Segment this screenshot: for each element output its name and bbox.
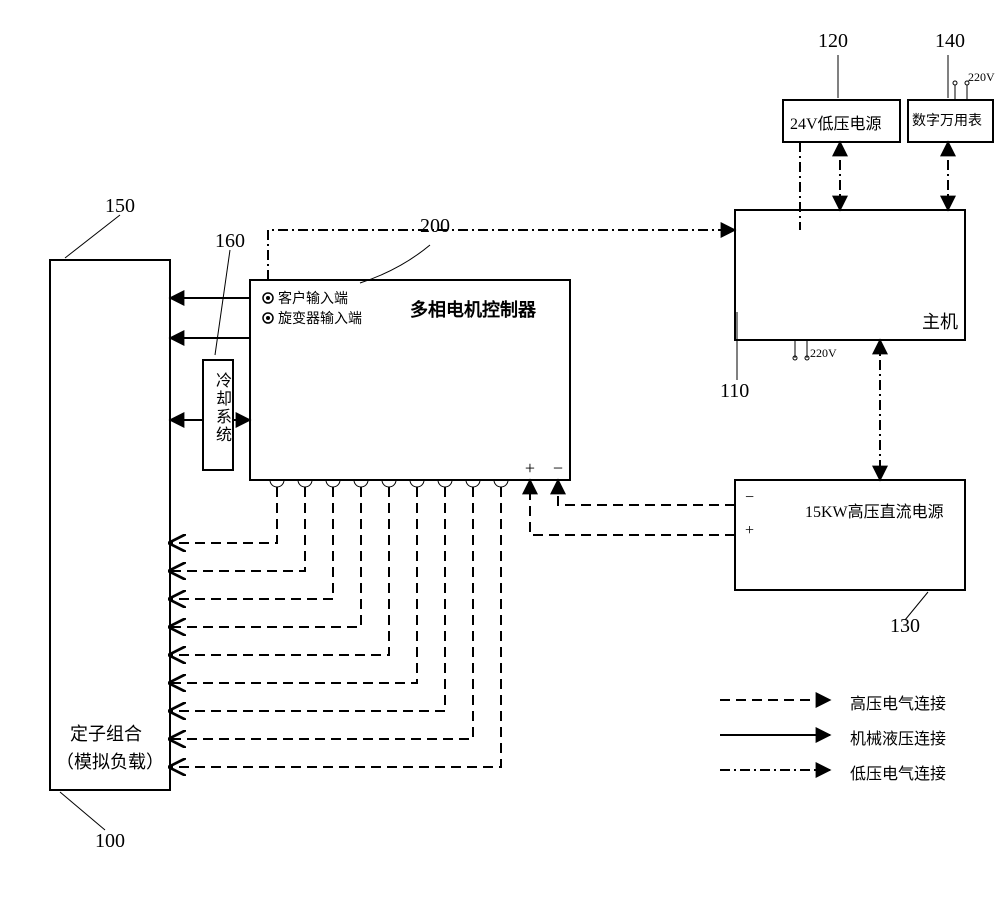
hvps-label: 15KW高压直流电源 [805,498,944,522]
ref-110: 110 [720,380,749,403]
host-label: 主机 [922,308,958,334]
dmm-plug-label: 220V [968,70,995,85]
hv-plus-line [530,480,735,535]
phase-lines [170,487,501,767]
controller-label: 多相电机控制器 [410,296,536,322]
dmm-plug [953,81,969,100]
stator-load-block [50,260,170,790]
ref-100: 100 [95,830,125,853]
stator-label-2: （模拟负载） [56,748,164,774]
legend [720,700,830,770]
ref-120: 120 [818,30,848,53]
stator-label-1: 定子组合 [70,720,142,746]
ref-160: 160 [215,230,245,253]
host-plug [793,340,809,360]
host-plug-label: 220V [810,346,837,361]
hv-minus-line [558,480,735,505]
lvps-label: 24V低压电源 [790,110,882,134]
legend-hv: 高压电气连接 [850,690,946,714]
legend-mech: 机械液压连接 [850,725,946,749]
dmm-label: 数字万用表 [912,110,982,130]
hvps-block [735,480,965,590]
controller-host-link [268,230,735,280]
controller-sub1: 客户输入端 [278,288,348,308]
svg-text:−: − [745,489,754,506]
svg-text:+: + [745,522,754,539]
phase-stubs [270,480,508,487]
controller-sub2: 旋变器输入端 [278,308,362,328]
svg-text:+: + [525,458,535,478]
ref-200: 200 [420,215,450,238]
cooling-label: 冷却系统 [209,372,233,444]
ref-150: 150 [105,195,135,218]
ref-130: 130 [890,615,920,638]
svg-text:−: − [553,458,563,478]
legend-lv: 低压电气连接 [850,760,946,784]
ref-140: 140 [935,30,965,53]
